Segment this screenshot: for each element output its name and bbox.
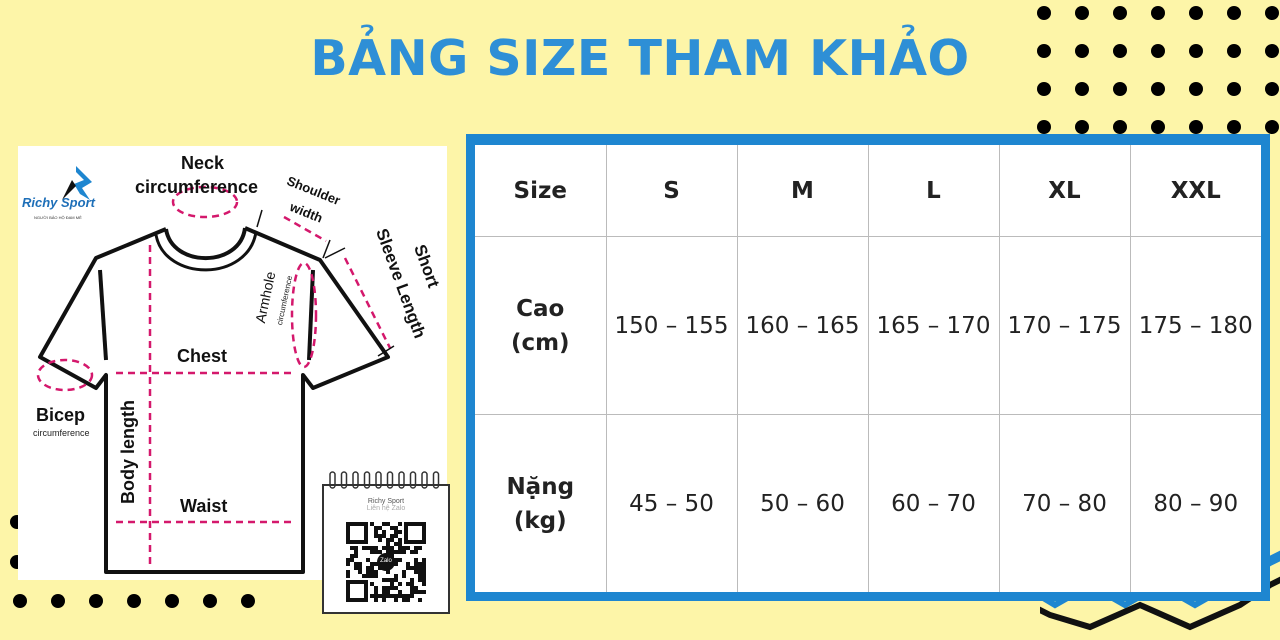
- dot: [1113, 120, 1127, 134]
- dot: [1151, 6, 1165, 20]
- header-cell: S: [605, 145, 738, 238]
- dot: [1037, 6, 1051, 20]
- page-title: BẢNG SIZE THAM KHẢO: [310, 30, 970, 87]
- dot: [1227, 44, 1241, 58]
- tshirt-diagram: [36, 185, 395, 574]
- dot: [1265, 6, 1279, 20]
- waist-label: Waist: [180, 496, 228, 516]
- row-label: Nặng (kg): [475, 414, 607, 592]
- table-cell: 60 – 70: [867, 414, 1000, 592]
- neck-sub-label: circumference: [135, 177, 259, 197]
- table-row-weight: Nặng (kg) 45 – 50 50 – 60 60 – 70 70 – 80…: [475, 414, 1261, 592]
- header-cell: M: [736, 145, 869, 238]
- dot: [1265, 44, 1279, 58]
- table-cell: 50 – 60: [736, 414, 869, 592]
- dot: [1227, 82, 1241, 96]
- bicep-label: Bicep: [36, 405, 86, 425]
- table-cell: 170 – 175: [998, 236, 1131, 416]
- table-header-row: Size S M L XL XXL: [475, 145, 1261, 238]
- dot: [203, 594, 217, 608]
- dot: [1075, 82, 1089, 96]
- dot: [1075, 120, 1089, 134]
- row-label: Cao (cm): [475, 236, 607, 416]
- dot: [1037, 82, 1051, 96]
- dot: [1113, 6, 1127, 20]
- table-cell: 70 – 80: [998, 414, 1131, 592]
- qr-subtitle: Liên hệ Zalo: [366, 505, 406, 512]
- header-cell: XL: [998, 145, 1131, 238]
- qr-code-icon[interactable]: [346, 522, 426, 602]
- qr-name: Richy Sport: [367, 498, 405, 505]
- dot: [1189, 6, 1203, 20]
- qr-center-label: Zalo: [380, 558, 392, 564]
- dot: [127, 594, 141, 608]
- header-cell: XXL: [1129, 145, 1261, 238]
- table-cell: 45 – 50: [605, 414, 738, 592]
- dot: [13, 594, 27, 608]
- dot: [1151, 44, 1165, 58]
- dot: [1037, 44, 1051, 58]
- brand-logo-icon: [62, 166, 92, 200]
- dot: [1075, 6, 1089, 20]
- dot: [1075, 44, 1089, 58]
- dot: [241, 594, 255, 608]
- table-cell: 150 – 155: [605, 236, 738, 416]
- dot: [1265, 82, 1279, 96]
- dot: [165, 594, 179, 608]
- dot: [1189, 44, 1203, 58]
- dot: [51, 594, 65, 608]
- bicep-sub-label: circumference: [33, 428, 90, 438]
- dot: [1113, 82, 1127, 96]
- dot: [1037, 120, 1051, 134]
- dot: [1227, 120, 1241, 134]
- dot: [1189, 120, 1203, 134]
- body-length-label: Body length: [118, 400, 138, 504]
- zalo-qr-card[interactable]: Richy Sport Liên hệ Zalo Zalo: [322, 471, 450, 614]
- dot: [1227, 6, 1241, 20]
- brand-name: Richy Sport: [22, 195, 95, 210]
- notebook-rings-icon: [329, 471, 440, 489]
- chest-label: Chest: [177, 346, 228, 366]
- dot: [1151, 82, 1165, 96]
- dot: [1189, 82, 1203, 96]
- header-cell: L: [867, 145, 1000, 238]
- dot: [89, 594, 103, 608]
- table-cell: 80 – 90: [1129, 414, 1261, 592]
- dot: [1265, 120, 1279, 134]
- brand-tagline: NGƯỜI BẢO HỘ ĐAM MÊ: [34, 215, 82, 220]
- table-row-height: Cao (cm) 150 – 155 160 – 165 165 – 170 17…: [475, 236, 1261, 416]
- table-cell: 165 – 170: [867, 236, 1000, 416]
- table-cell: 175 – 180: [1129, 236, 1261, 416]
- neck-label: Neck: [181, 153, 225, 173]
- table-cell: 160 – 165: [736, 236, 869, 416]
- header-cell: Size: [475, 145, 607, 238]
- size-table: Size S M L XL XXL Cao (cm) 150 – 155 160 …: [466, 134, 1270, 601]
- dot: [1113, 44, 1127, 58]
- dot: [1151, 120, 1165, 134]
